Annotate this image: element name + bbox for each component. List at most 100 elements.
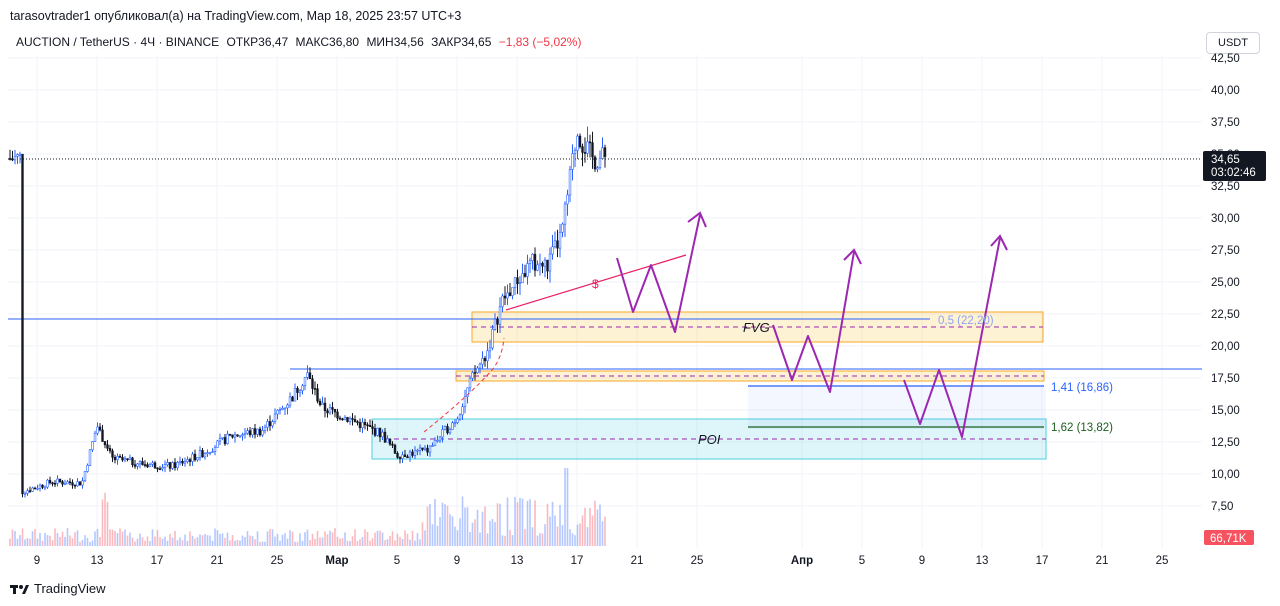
scenario-path-1[interactable] (616, 214, 701, 333)
candle-body (66, 481, 69, 485)
candle-body (61, 481, 64, 485)
volume-bar (211, 540, 214, 546)
volume-bar (61, 531, 64, 546)
volume-bar (141, 537, 144, 546)
candle-body (58, 478, 62, 482)
candle-body (408, 451, 412, 458)
candle-body (381, 431, 384, 438)
volume-bar (469, 531, 471, 546)
volume-badge (1204, 530, 1254, 545)
volume-bar (519, 497, 521, 546)
candle-body (461, 406, 464, 416)
y-tick-label: 37,50 (1211, 117, 1240, 129)
volume-bar (396, 533, 399, 546)
candle-body (113, 456, 117, 461)
candle-body (11, 158, 14, 161)
volume-bar (136, 538, 139, 546)
volume-bar (564, 468, 566, 546)
candle-body (511, 287, 514, 296)
volume-bar (271, 529, 274, 546)
candle-body (468, 377, 472, 389)
volume-bar (571, 533, 574, 546)
volume-bar (424, 530, 426, 546)
ohlc-high: МАКС36,80 (295, 35, 360, 49)
volume-bar (221, 533, 224, 546)
candle-body (356, 421, 359, 423)
candle-body (483, 358, 487, 362)
liquidity-trendline[interactable] (505, 254, 687, 311)
candle-body (163, 464, 167, 468)
liquidity-marker: $ (592, 277, 599, 291)
volume-bar (126, 535, 129, 546)
candle-body (211, 451, 214, 453)
candle-body (368, 425, 372, 427)
candle-body (406, 456, 409, 459)
y-tick-label: 40,00 (1211, 85, 1240, 97)
candle-body (213, 447, 217, 452)
volume-bar (304, 532, 306, 546)
volume-bar (14, 531, 16, 546)
scenario-path-2[interactable] (772, 251, 855, 393)
candle-body (143, 464, 147, 466)
candle-body (541, 262, 544, 267)
candle-body (181, 460, 184, 464)
volume-bar (249, 535, 251, 546)
candle-body (178, 460, 182, 463)
volume-bar (331, 532, 334, 546)
volume-bar (274, 536, 276, 546)
volume-bar (501, 535, 504, 546)
candle-body (308, 372, 312, 380)
brand-name: TradingView (34, 581, 106, 596)
candle-body (101, 429, 104, 442)
fvg-zone[interactable] (471, 311, 1044, 343)
candle-body (373, 428, 377, 436)
candle-body (33, 487, 37, 490)
ohlc-close: ЗАКР34,65 (431, 35, 492, 49)
candle-body (306, 372, 309, 378)
candle-body (501, 295, 504, 308)
symbol-pair[interactable]: AUCTION / TetherUS · 4Ч · BINANCE (16, 35, 220, 49)
volume-bar (579, 523, 581, 546)
volume-bar (599, 504, 601, 546)
candle-body (386, 438, 389, 443)
candle-body (566, 194, 569, 205)
currency-button[interactable]: USDT (1206, 32, 1260, 54)
scenario-path-3[interactable] (903, 237, 1001, 438)
candle-body (291, 396, 294, 402)
volume-bar (589, 507, 591, 546)
last-price-countdown: 03:02:46 (1211, 167, 1256, 179)
candle-body (376, 427, 379, 436)
candle-body (238, 435, 242, 438)
y-tick-label: 25,00 (1211, 277, 1240, 289)
volume-bar (574, 535, 576, 546)
volume-bar (351, 536, 354, 546)
volume-bar (369, 540, 371, 546)
volume-bar (539, 533, 541, 546)
footer-brand[interactable]: TradingView (10, 581, 106, 596)
volume-bar (26, 538, 29, 546)
candle-body (446, 426, 449, 434)
candle-body (171, 462, 174, 469)
candle-body (176, 462, 179, 468)
candle-body (16, 154, 19, 157)
candle-body (551, 246, 554, 255)
arrowhead-2 (843, 248, 862, 265)
candle-body (268, 421, 272, 427)
volume-bar (209, 535, 211, 546)
volume-bar (414, 540, 416, 546)
volume-bar (444, 504, 446, 546)
volume-bar (371, 538, 374, 546)
candle-body (201, 450, 204, 458)
volume-bar (194, 538, 196, 546)
candle-body (106, 444, 109, 449)
volume-bar (561, 525, 564, 546)
volume-bar (404, 530, 406, 546)
volume-bar (229, 540, 231, 546)
volume-bar (226, 532, 229, 546)
volume-bar (174, 530, 176, 546)
volume-bar (94, 531, 96, 546)
candle-body (188, 459, 192, 462)
candle-body (583, 152, 587, 154)
volume-bar (484, 506, 486, 546)
